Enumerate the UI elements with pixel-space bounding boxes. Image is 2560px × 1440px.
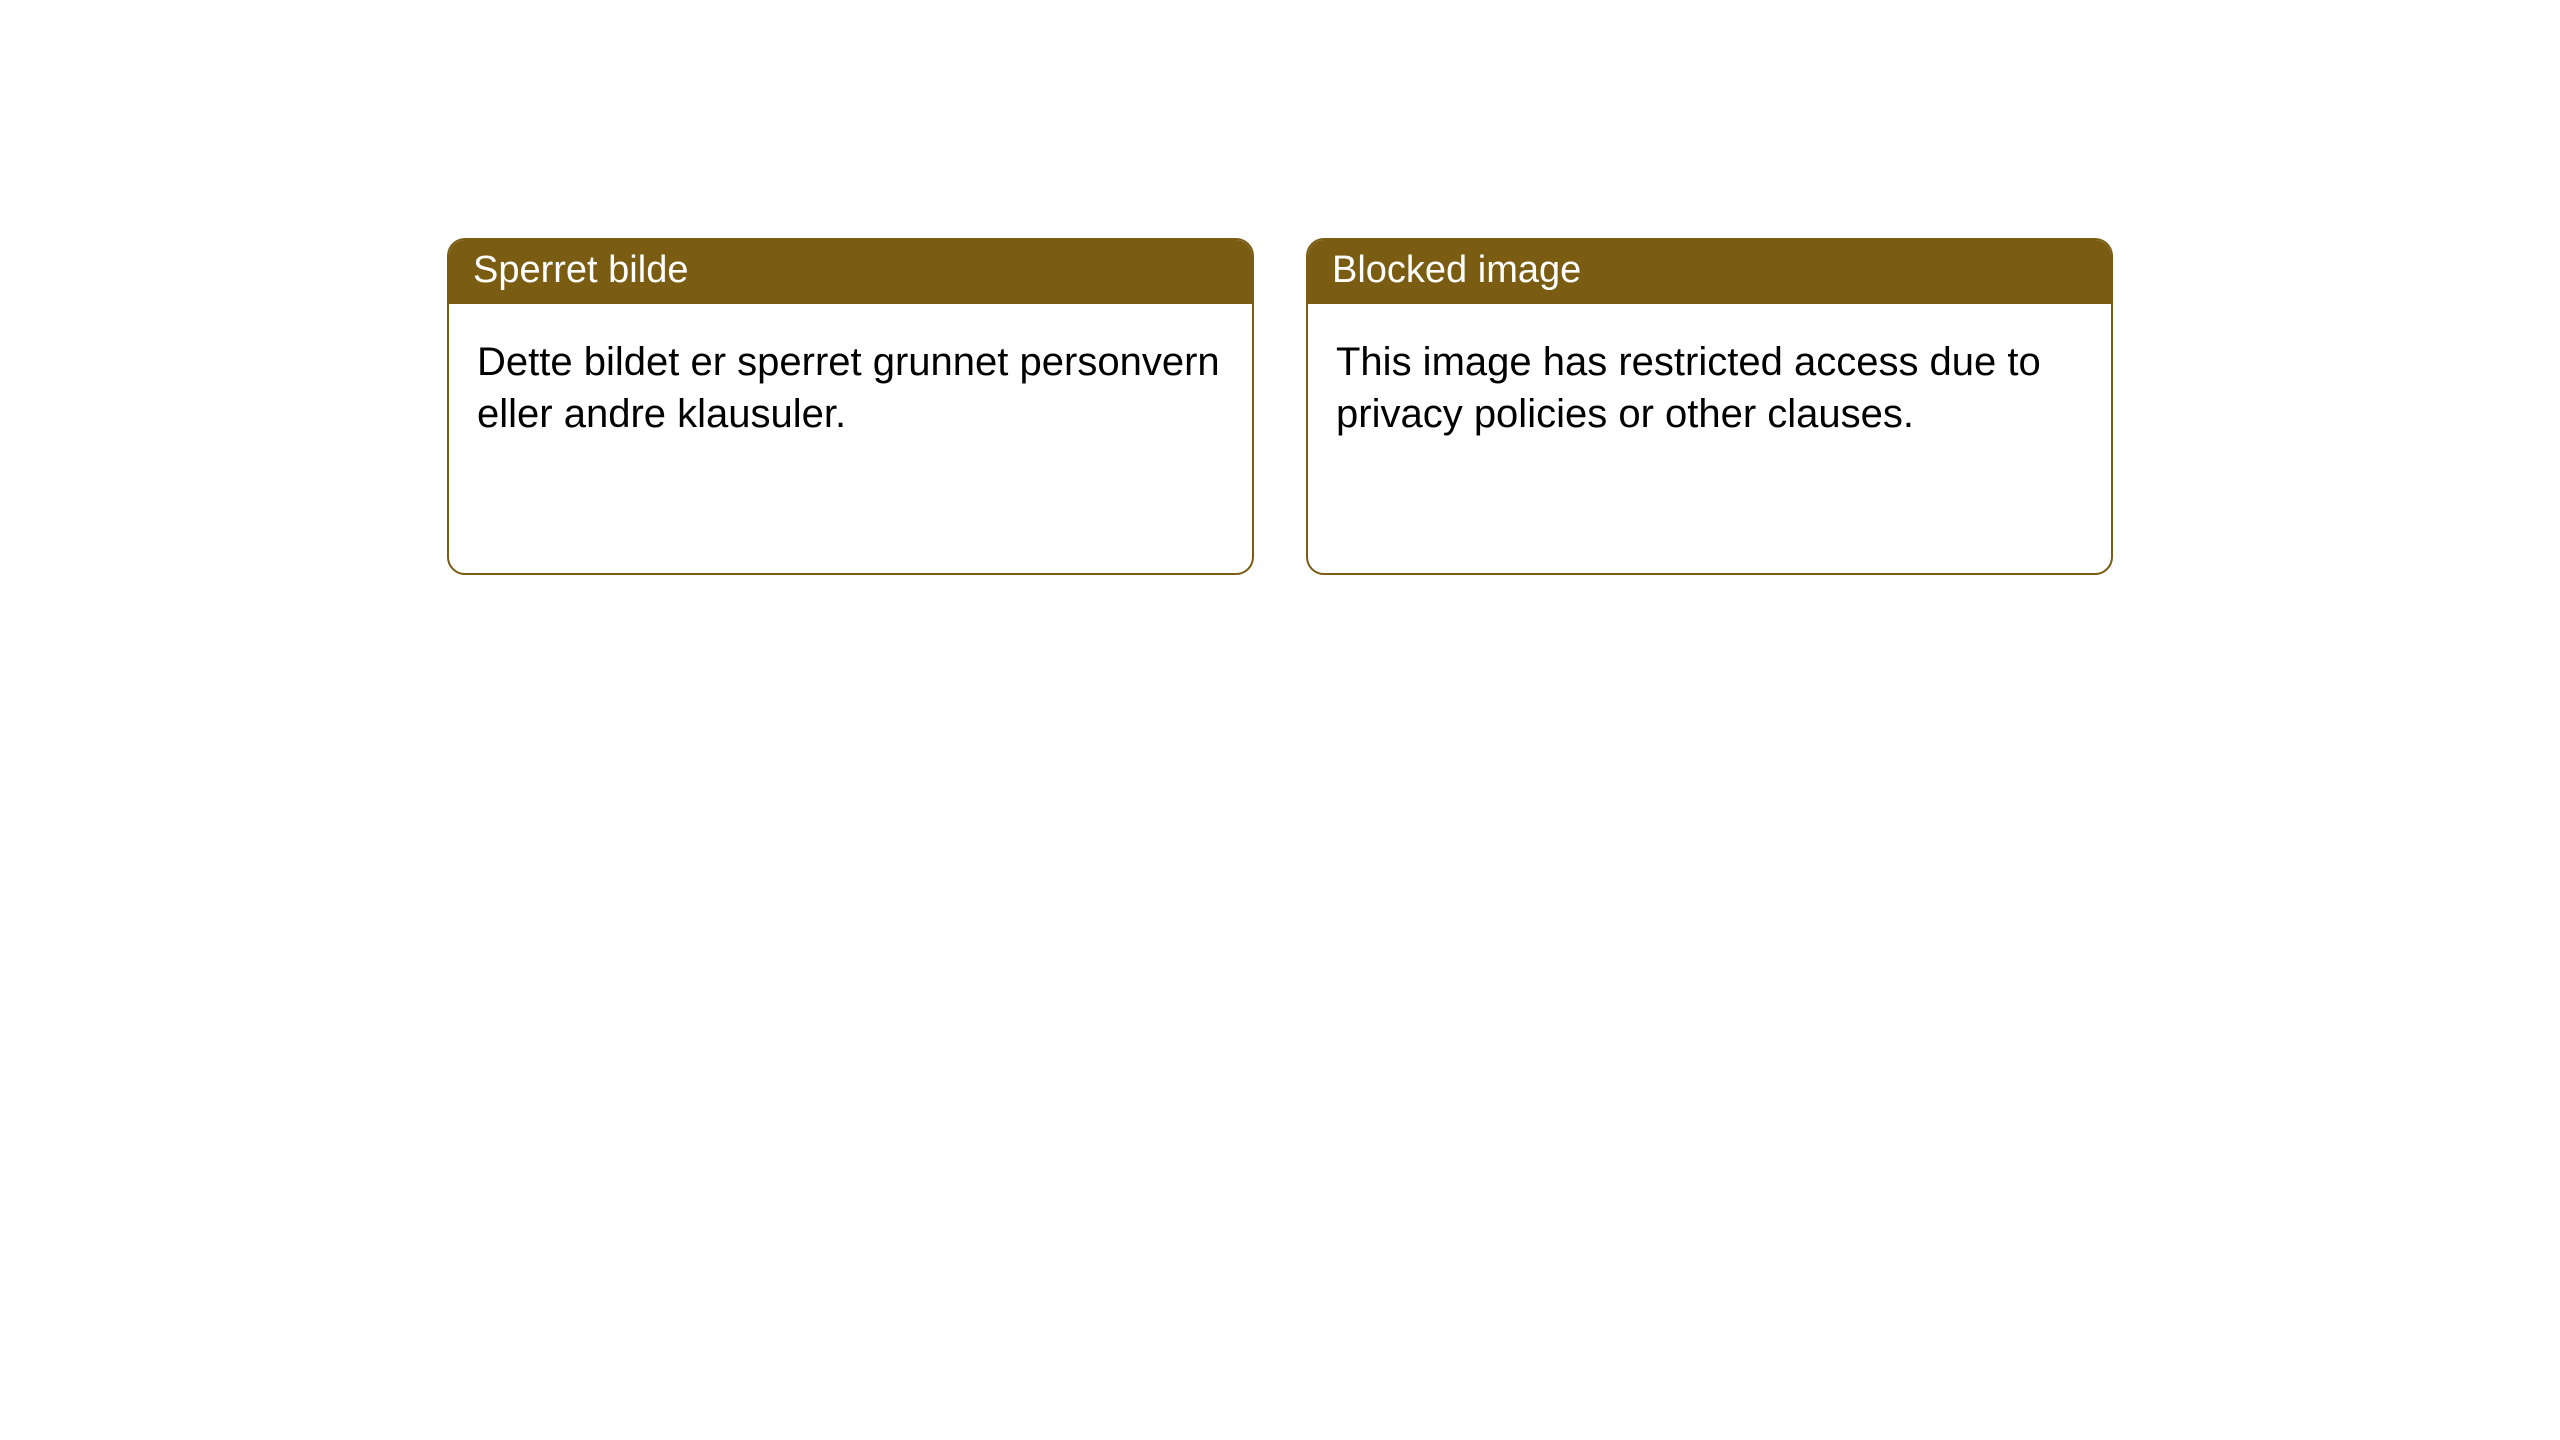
notice-header-english: Blocked image <box>1308 240 2111 304</box>
notice-container: Sperret bilde Dette bildet er sperret gr… <box>447 238 2113 575</box>
notice-body-norwegian: Dette bildet er sperret grunnet personve… <box>449 304 1252 472</box>
notice-body-english: This image has restricted access due to … <box>1308 304 2111 472</box>
notice-card-norwegian: Sperret bilde Dette bildet er sperret gr… <box>447 238 1254 575</box>
notice-card-english: Blocked image This image has restricted … <box>1306 238 2113 575</box>
notice-header-norwegian: Sperret bilde <box>449 240 1252 304</box>
